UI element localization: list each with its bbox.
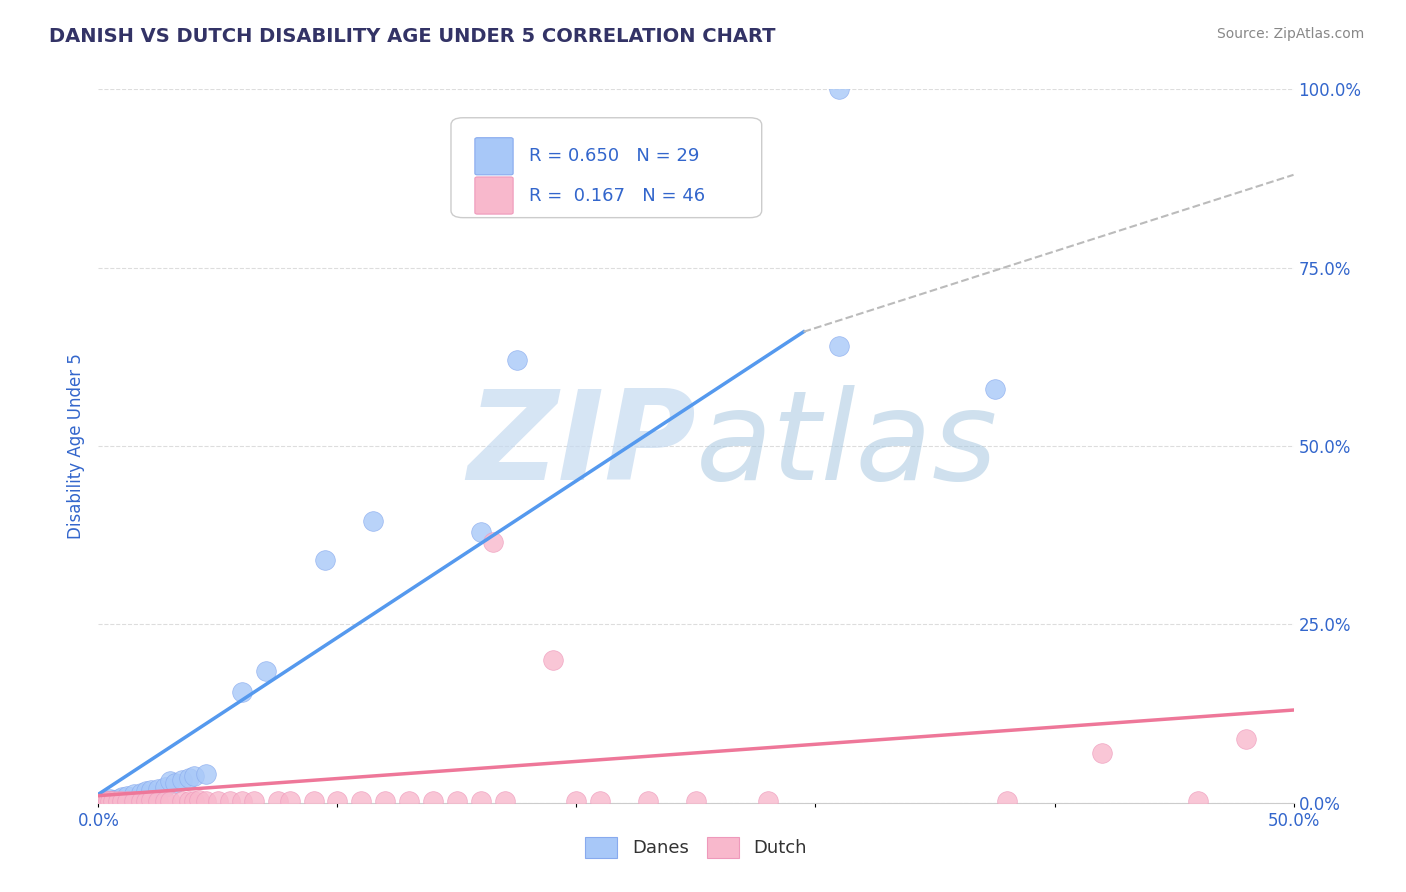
Text: atlas: atlas xyxy=(696,385,998,507)
Point xyxy=(756,794,779,808)
Point xyxy=(94,794,117,808)
Point xyxy=(159,794,181,808)
Point xyxy=(124,794,146,808)
Point xyxy=(231,794,253,808)
Point xyxy=(302,794,325,808)
Point xyxy=(107,794,129,808)
Point xyxy=(139,793,162,807)
Point xyxy=(1091,746,1114,760)
Point xyxy=(94,794,117,808)
Point xyxy=(828,339,851,353)
Point xyxy=(135,784,157,798)
Point xyxy=(398,794,420,808)
Point xyxy=(267,794,290,808)
Point xyxy=(98,794,122,808)
Text: R = 0.650   N = 29: R = 0.650 N = 29 xyxy=(529,147,699,165)
Point xyxy=(195,794,218,808)
Text: Source: ZipAtlas.com: Source: ZipAtlas.com xyxy=(1216,27,1364,41)
Point xyxy=(374,794,396,808)
Point xyxy=(219,794,242,808)
Point xyxy=(179,794,201,808)
Point xyxy=(1187,794,1209,808)
Point xyxy=(685,794,707,808)
Point xyxy=(172,794,194,808)
Text: ZIP: ZIP xyxy=(467,385,696,507)
Point xyxy=(139,783,162,797)
Point xyxy=(148,794,170,808)
Point xyxy=(107,791,129,805)
Point xyxy=(350,794,373,808)
Point xyxy=(254,664,277,678)
Point xyxy=(91,794,114,808)
Point xyxy=(637,794,659,808)
Point xyxy=(183,794,205,808)
Point xyxy=(278,794,301,808)
Point xyxy=(207,794,229,808)
Point xyxy=(470,794,492,808)
Y-axis label: Disability Age Under 5: Disability Age Under 5 xyxy=(66,353,84,539)
Point xyxy=(148,781,170,796)
Point xyxy=(101,793,124,807)
Point xyxy=(155,780,177,794)
Point xyxy=(172,772,194,787)
Point xyxy=(828,82,851,96)
Point xyxy=(422,794,444,808)
Point xyxy=(135,794,157,808)
Point xyxy=(155,794,177,808)
Point xyxy=(101,794,124,808)
Point xyxy=(195,767,218,781)
Point xyxy=(187,793,209,807)
Point xyxy=(163,776,186,790)
FancyBboxPatch shape xyxy=(475,177,513,214)
Point xyxy=(481,535,505,549)
Point xyxy=(363,514,385,528)
Point xyxy=(131,786,153,800)
Point xyxy=(97,794,120,808)
Point xyxy=(565,794,588,808)
Point xyxy=(131,794,153,808)
Point xyxy=(541,653,564,667)
Point xyxy=(326,794,349,808)
Point xyxy=(470,524,492,539)
Point xyxy=(111,790,134,805)
Point xyxy=(179,771,201,785)
Text: DANISH VS DUTCH DISABILITY AGE UNDER 5 CORRELATION CHART: DANISH VS DUTCH DISABILITY AGE UNDER 5 C… xyxy=(49,27,776,45)
Point xyxy=(984,382,1007,396)
Point xyxy=(315,553,337,567)
Point xyxy=(97,794,120,808)
Point xyxy=(1234,731,1257,746)
Point xyxy=(111,794,134,808)
Point xyxy=(231,685,253,699)
Point xyxy=(589,794,612,808)
FancyBboxPatch shape xyxy=(451,118,762,218)
Point xyxy=(115,789,138,803)
Point xyxy=(124,787,146,801)
Point xyxy=(995,794,1018,808)
Text: R =  0.167   N = 46: R = 0.167 N = 46 xyxy=(529,186,704,204)
Point xyxy=(183,769,205,783)
Point xyxy=(446,794,468,808)
Point xyxy=(506,353,529,368)
Point xyxy=(243,794,266,808)
Point xyxy=(91,794,114,808)
FancyBboxPatch shape xyxy=(475,137,513,175)
Point xyxy=(159,774,181,789)
Point xyxy=(98,792,122,806)
Legend: Danes, Dutch: Danes, Dutch xyxy=(578,830,814,865)
Point xyxy=(494,794,516,808)
Point xyxy=(115,794,138,808)
